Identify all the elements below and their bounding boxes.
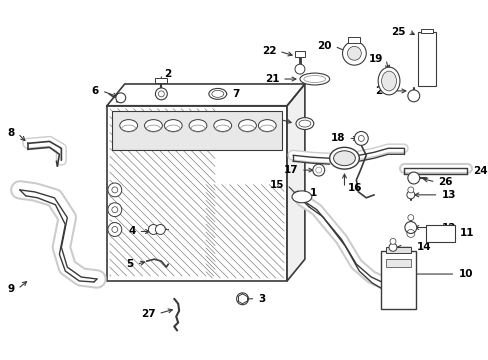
Ellipse shape [258,120,276,131]
Bar [425,225,454,242]
Bar [380,251,415,309]
Ellipse shape [329,147,359,169]
Text: 15: 15 [269,180,284,190]
Circle shape [108,222,122,237]
Text: 24: 24 [472,166,487,176]
Bar [386,259,410,267]
Polygon shape [286,84,305,281]
Circle shape [148,225,158,234]
Circle shape [388,243,396,251]
Ellipse shape [213,120,231,131]
Text: 10: 10 [457,269,472,279]
Circle shape [112,207,118,213]
Circle shape [354,131,367,145]
Text: 27: 27 [141,309,155,319]
Ellipse shape [144,120,162,131]
Ellipse shape [291,191,311,203]
Bar [420,28,432,33]
Text: 21: 21 [264,74,279,84]
Circle shape [112,187,118,193]
Text: 5: 5 [126,259,133,269]
Text: 1: 1 [309,188,316,198]
Text: 22: 22 [261,46,276,56]
Ellipse shape [164,120,182,131]
Text: 23: 23 [259,114,274,123]
Ellipse shape [295,118,313,130]
Circle shape [407,187,413,193]
Circle shape [312,164,324,176]
Text: 26: 26 [438,177,452,187]
Ellipse shape [208,89,226,99]
Text: 19: 19 [368,54,382,64]
Ellipse shape [238,120,256,131]
Text: 11: 11 [459,229,474,238]
Ellipse shape [377,67,399,95]
Circle shape [108,203,122,217]
Text: 3: 3 [258,294,265,304]
Ellipse shape [381,71,396,91]
Bar [155,78,167,83]
Text: 6: 6 [92,86,99,96]
Bar [386,247,410,253]
Circle shape [347,46,361,60]
Circle shape [155,225,165,234]
Circle shape [108,183,122,197]
Circle shape [116,93,125,103]
Text: 16: 16 [347,183,361,193]
Circle shape [407,90,419,102]
Circle shape [155,88,167,100]
Text: 13: 13 [441,190,455,200]
Text: 8: 8 [8,129,15,139]
Circle shape [407,172,419,184]
Text: 18: 18 [330,134,345,143]
Circle shape [236,293,248,305]
Text: 2: 2 [164,69,171,79]
Circle shape [294,64,305,74]
Circle shape [342,41,366,65]
Bar [348,37,360,44]
Text: 12: 12 [441,222,455,233]
Text: 9: 9 [8,284,15,294]
Text: 17: 17 [283,165,297,175]
Bar [107,106,286,281]
Text: 4: 4 [128,226,135,237]
Bar [112,111,282,150]
Text: 7: 7 [232,89,240,99]
Ellipse shape [189,120,206,131]
Ellipse shape [211,90,224,97]
Circle shape [404,221,416,233]
Bar [294,51,305,57]
Ellipse shape [299,73,329,85]
Ellipse shape [120,120,137,131]
Circle shape [112,226,118,233]
Text: 20: 20 [317,41,331,51]
Text: 25: 25 [390,27,405,36]
Text: 14: 14 [416,242,430,252]
Circle shape [406,191,414,199]
Ellipse shape [333,151,355,166]
Text: 26: 26 [375,86,389,96]
Bar [417,32,435,86]
Circle shape [407,215,413,221]
Circle shape [389,238,395,244]
